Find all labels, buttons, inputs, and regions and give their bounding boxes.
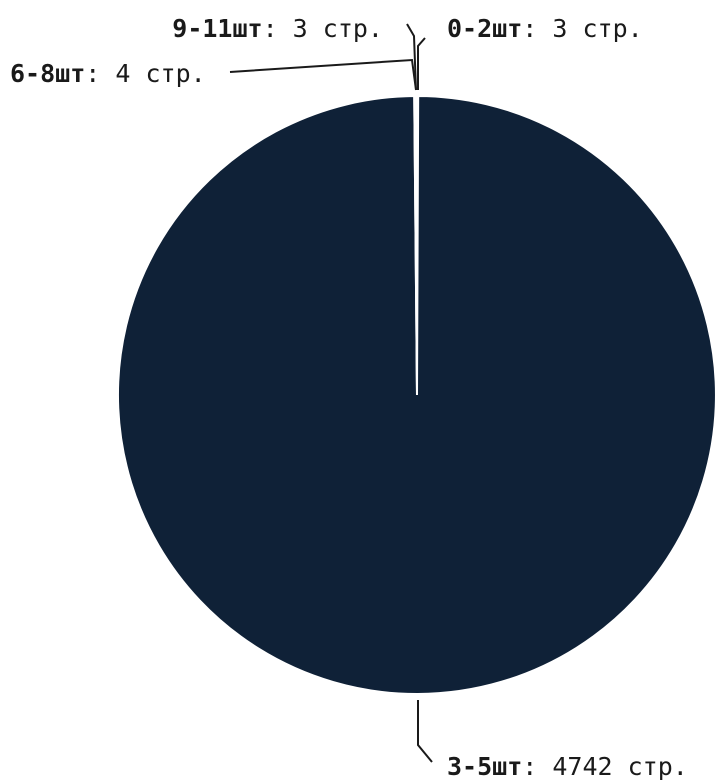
leader-line-0-2шт [417,37,426,90]
pie-slices [117,94,715,695]
slice-label-value: : 3 стр. [263,14,383,43]
slice-label-category: 0-2шт [447,14,522,43]
leader-line-3-5шт [417,700,433,763]
slice-label-category: 3-5шт [447,752,522,781]
slice-label-category: 9-11шт [172,14,262,43]
slice-label-value: : 3 стр. [522,14,642,43]
leader-line-6-8шт [229,58,417,91]
slice-label-value: : 4 стр. [85,59,205,88]
slice-label-6-8шт: 6-8шт: 4 стр. [10,59,206,88]
pie-slice-9-11шт [414,94,418,396]
slice-label-value: : 4742 стр. [522,752,688,781]
leader-lines [229,23,433,763]
slice-label-3-5шт: 3-5шт: 4742 стр. [447,752,688,781]
slice-labels: 0-2шт: 3 стр.3-5шт: 4742 стр.6-8шт: 4 ст… [10,14,688,781]
slice-label-category: 6-8шт [10,59,85,88]
slice-label-0-2шт: 0-2шт: 3 стр. [447,14,643,43]
slice-label-9-11шт: 9-11шт: 3 стр. [172,14,383,43]
leader-line-9-11шт [406,23,417,91]
